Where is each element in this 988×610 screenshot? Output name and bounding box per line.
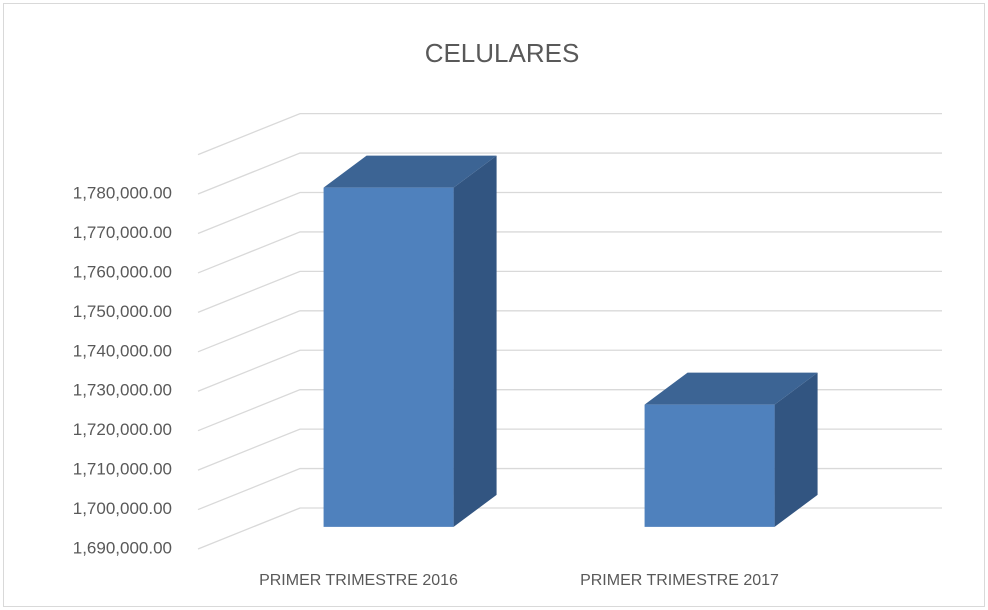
y-tick-label: 1,710,000.00 — [73, 460, 172, 479]
grid-line — [197, 231, 942, 274]
y-tick-label: 1,700,000.00 — [73, 499, 172, 518]
y-tick-label: 1,760,000.00 — [73, 262, 172, 281]
bar-side — [453, 155, 497, 527]
grid-line — [197, 191, 942, 235]
grid-line — [197, 310, 942, 353]
y-tick-label: 1,750,000.00 — [73, 302, 172, 321]
y-tick-label: 1,730,000.00 — [73, 381, 172, 400]
chart-title: CELULARES — [425, 38, 580, 68]
y-tick-label: 1,720,000.00 — [73, 420, 172, 439]
bar — [644, 372, 818, 527]
bar-front — [644, 404, 775, 527]
bar-side — [774, 372, 818, 527]
y-tick-label: 1,690,000.00 — [73, 538, 172, 557]
grid-line — [197, 349, 942, 392]
bar-top — [323, 155, 497, 188]
bar — [323, 155, 497, 527]
y-tick-label: 1,780,000.00 — [73, 184, 172, 203]
bar-top — [644, 372, 818, 405]
y-tick-label: 1,740,000.00 — [73, 341, 172, 360]
bar-front — [323, 187, 454, 527]
grid-line — [197, 270, 942, 313]
y-tick-label: 1,770,000.00 — [73, 223, 172, 242]
grid-line — [197, 152, 942, 195]
wall-edge — [197, 112, 942, 156]
x-tick-label: PRIMER TRIMESTRE 2017 — [580, 572, 779, 589]
x-tick-label: PRIMER TRIMESTRE 2016 — [259, 572, 458, 589]
